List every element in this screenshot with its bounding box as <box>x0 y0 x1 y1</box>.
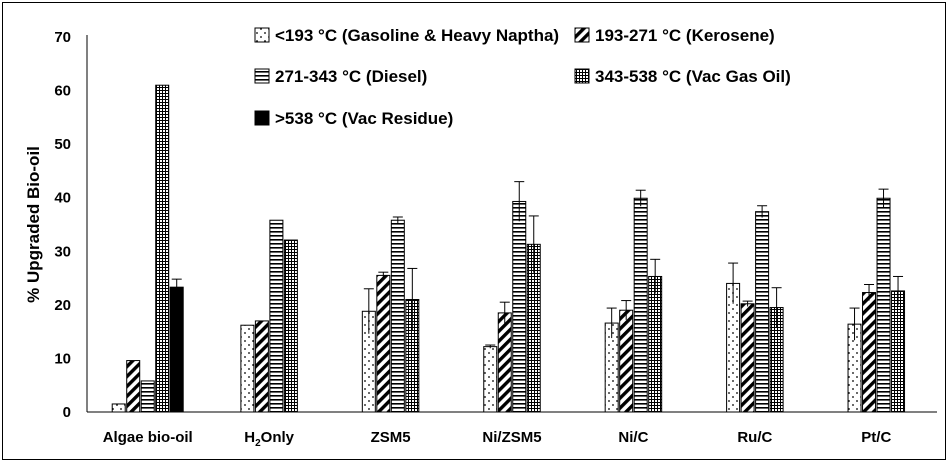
bar <box>876 197 891 413</box>
y-tick-label: 0 <box>63 404 71 421</box>
y-axis-title: % Upgraded Bio-oil <box>24 146 43 303</box>
legend-swatch <box>574 27 590 43</box>
legend-swatch <box>254 27 270 43</box>
bar <box>169 286 184 413</box>
bar <box>111 403 126 413</box>
legend-label: 193-271 °C (Kerosene) <box>595 26 775 45</box>
bar <box>483 346 498 413</box>
legend-label: >538 °C (Vac Residue) <box>275 109 453 128</box>
bar <box>619 309 634 413</box>
y-tick-label: 50 <box>54 136 71 153</box>
bar <box>512 200 527 413</box>
bar <box>648 275 663 413</box>
bar <box>283 239 298 413</box>
bar <box>376 274 391 413</box>
legend-swatch <box>254 110 270 126</box>
x-tick-label: ZSM5 <box>371 429 411 446</box>
legend-swatch <box>574 68 590 84</box>
y-tick-label: 40 <box>54 190 71 207</box>
bar <box>254 320 269 413</box>
y-tick-label: 20 <box>54 297 71 314</box>
bar <box>862 292 877 413</box>
bar <box>633 197 648 413</box>
x-tick-label: Ni/C <box>618 429 648 446</box>
bar <box>891 290 906 413</box>
bar <box>269 219 284 413</box>
y-tick-label: 60 <box>54 83 71 100</box>
bar <box>240 324 255 413</box>
x-tick-label: Ru/C <box>737 429 772 446</box>
bar <box>140 380 155 413</box>
legend-label: <193 °C (Gasoline & Heavy Naptha) <box>275 26 559 45</box>
y-tick-label: 10 <box>54 350 71 367</box>
legend-label: 271-343 °C (Diesel) <box>275 67 427 86</box>
x-tick-label: Ni/ZSM5 <box>482 429 541 446</box>
bar <box>740 303 755 413</box>
bar <box>155 84 170 413</box>
x-tick-label: Pt/C <box>861 429 891 446</box>
bar <box>126 360 141 413</box>
y-tick-label: 70 <box>54 29 71 46</box>
x-tick-label: Algae bio-oil <box>103 429 193 446</box>
bar <box>497 312 512 413</box>
y-tick-label: 30 <box>54 243 71 260</box>
bar-chart: % Upgraded Bio-oil 0 10 20 30 40 50 60 70 Algae… <box>24 26 937 449</box>
x-tick-label: H2Only <box>244 429 294 449</box>
bar <box>390 219 405 413</box>
bar <box>755 211 770 413</box>
legend-swatch <box>254 68 270 84</box>
legend-label: 343-538 °C (Vac Gas Oil) <box>595 67 791 86</box>
